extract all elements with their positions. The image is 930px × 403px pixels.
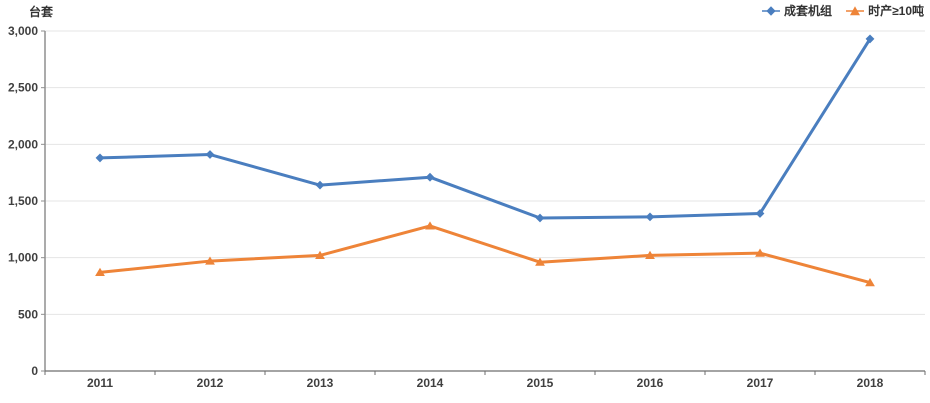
x-tick-label: 2017 bbox=[747, 376, 774, 390]
x-tick-label: 2018 bbox=[857, 376, 884, 390]
triangle-marker-icon bbox=[846, 5, 865, 15]
series-line-0 bbox=[98, 37, 872, 220]
y-tick-label: 0 bbox=[31, 364, 38, 378]
data-point-series-1-2016 bbox=[645, 250, 655, 259]
legend: 成套机组 时产≥10吨 bbox=[762, 2, 924, 19]
legend-label-series-1: 时产≥10吨 bbox=[868, 4, 924, 18]
y-axis-unit-label: 台套 bbox=[29, 5, 54, 19]
data-point-series-1-2013 bbox=[315, 250, 325, 259]
y-tick-label: 2,000 bbox=[8, 137, 38, 151]
data-point-series-1-2014 bbox=[425, 221, 435, 230]
data-point-series-0-2016 bbox=[645, 212, 655, 222]
diamond-marker-icon bbox=[762, 5, 781, 16]
y-tick-label: 3,000 bbox=[8, 24, 38, 38]
data-point-series-0-2011 bbox=[95, 153, 105, 163]
series-line-1 bbox=[98, 224, 872, 285]
data-point-series-0-2015 bbox=[535, 213, 545, 223]
y-tick-label: 2,500 bbox=[8, 81, 38, 95]
legend-label-series-0: 成套机组 bbox=[784, 4, 833, 18]
x-tick-label: 2014 bbox=[417, 376, 444, 390]
data-point-series-0-2012 bbox=[205, 150, 215, 159]
y-tick-label: 500 bbox=[18, 307, 38, 321]
data-point-series-0-2017 bbox=[755, 209, 765, 218]
y-tick-label: 1,500 bbox=[8, 194, 38, 208]
legend-item-series-0[interactable]: 成套机组 bbox=[762, 2, 832, 19]
x-tick-label: 2012 bbox=[197, 376, 224, 390]
data-point-series-1-2017 bbox=[755, 248, 765, 257]
x-tick-label: 2016 bbox=[637, 376, 664, 390]
data-point-series-0-2018 bbox=[865, 34, 875, 44]
y-tick-label: 1,000 bbox=[8, 251, 38, 265]
legend-item-series-1[interactable]: 时产≥10吨 bbox=[846, 2, 924, 19]
data-point-series-1-2012 bbox=[205, 256, 215, 265]
data-point-series-0-2014 bbox=[425, 172, 435, 182]
x-tick-label: 2011 bbox=[87, 376, 113, 390]
data-point-series-1-2018 bbox=[865, 278, 875, 287]
data-point-series-0-2013 bbox=[315, 180, 325, 190]
x-tick-label: 2013 bbox=[307, 376, 334, 390]
x-tick-label: 2015 bbox=[527, 376, 554, 390]
data-point-series-1-2011 bbox=[95, 267, 105, 276]
data-point-series-1-2015 bbox=[535, 257, 545, 266]
